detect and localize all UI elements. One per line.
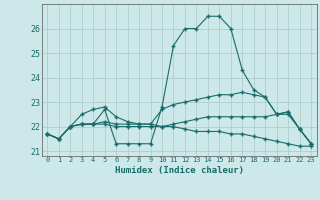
X-axis label: Humidex (Indice chaleur): Humidex (Indice chaleur) <box>115 166 244 175</box>
